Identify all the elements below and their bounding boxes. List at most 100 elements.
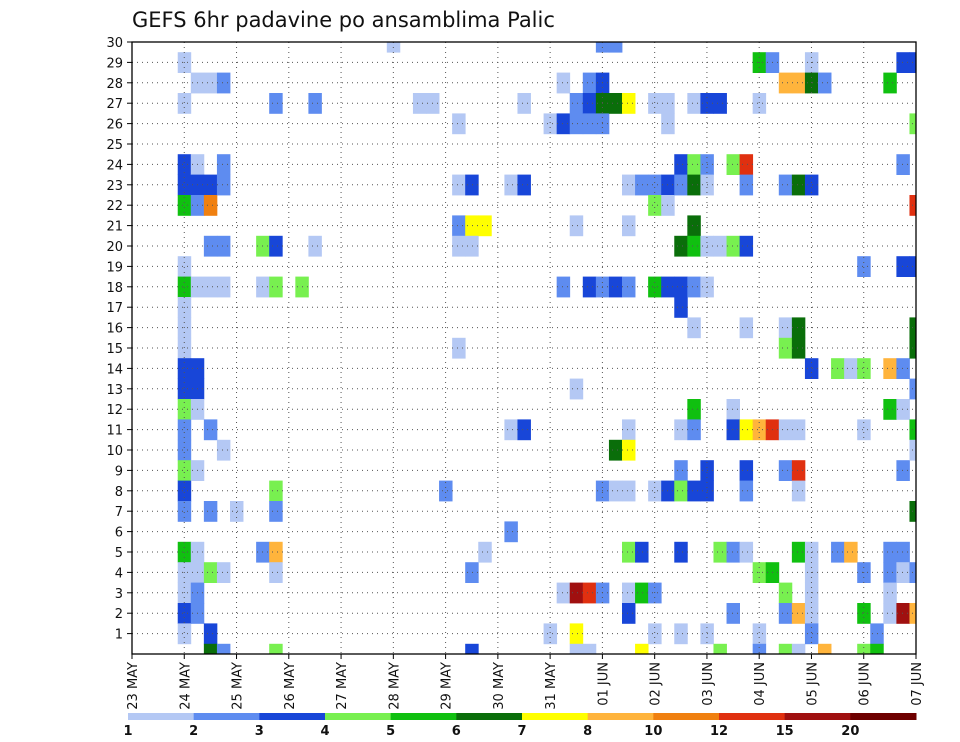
heatmap-cell [896,562,910,583]
heatmap-cell [778,419,793,441]
heatmap-cell [582,276,597,298]
y-tick-label: 23 [106,179,123,194]
heatmap-cell [778,174,793,196]
x-tick-label: 27 MAY [335,662,350,710]
heatmap-cell [622,215,636,237]
heatmap-cell [674,623,688,645]
y-tick-label: 18 [106,281,123,296]
heatmap-cell [687,480,701,502]
y-tick-label: 6 [115,526,123,541]
y-tick-label: 30 [106,36,123,51]
heatmap-cell [687,235,701,257]
y-tick-label: 16 [106,322,123,337]
colorbar-swatch [259,713,326,720]
colorbar-swatch [456,713,523,720]
heatmap-cell [308,235,322,257]
heatmap-cell [635,541,649,563]
chart-title: GEFS 6hr padavine po ansamblima Palic [132,8,555,32]
heatmap-cell [791,174,806,196]
heatmap-cell [726,603,740,624]
colorbar-level-label: 20 [841,724,859,739]
heatmap-cell [177,195,192,216]
heatmap-cell [791,480,806,502]
heatmap-cell [687,154,701,175]
heatmap-cell [674,174,688,196]
heatmap-cell [622,439,636,461]
heatmap-cell [517,93,531,114]
heatmap-cell [713,235,727,257]
heatmap-cell [582,72,597,94]
heatmap-cell [517,174,531,196]
heatmap-cell [739,541,754,563]
heatmap-cell [582,582,597,604]
heatmap-cell [778,603,793,624]
heatmap-cell [648,93,662,114]
heatmap-cell [203,235,218,257]
heatmap-cell [504,419,518,441]
heatmap-cell [883,603,897,624]
heatmap-cell [556,582,571,604]
heatmap-cell [883,582,897,604]
y-tick-label: 9 [115,464,123,479]
heatmap-cell [452,113,466,135]
heatmap-cell [216,154,231,175]
heatmap-cell [177,256,192,277]
heatmap-cell [465,174,479,196]
heatmap-cell [216,643,231,655]
x-tick-label: 07 JUN [910,662,925,706]
heatmap-cell [648,174,662,196]
heatmap-cell [608,93,623,114]
grid-lines [132,42,916,654]
heatmap-cell [582,93,597,114]
heatmap-cell [778,582,793,604]
heatmap-cell [635,582,649,604]
heatmap-cell [504,521,518,543]
heatmap-cell [177,460,192,481]
colorbar-swatch [784,713,851,720]
heatmap-cell [556,276,571,298]
heatmap-cell [674,276,688,298]
heatmap-cell [857,603,871,624]
x-tick-label: 04 JUN [753,662,768,706]
heatmap-cell [804,623,819,645]
x-tick-label: 25 MAY [231,662,246,710]
heatmap-cell [465,643,479,655]
heatmap-cell [752,623,767,645]
heatmap-cell [608,480,623,502]
heatmap-cell [674,154,688,175]
y-tick-label: 21 [106,220,123,235]
heatmap-cell [674,460,688,481]
colorbar-swatch [193,713,260,720]
heatmap-cell [739,174,754,196]
x-tick-label: 01 JUN [596,662,611,706]
heatmap-cell [883,541,897,563]
heatmap-cell [556,72,571,94]
y-tick-label: 4 [115,566,123,581]
colorbar-level-label: 12 [710,724,728,739]
heatmap-cell [778,460,793,481]
heatmap-cell [844,541,858,563]
colorbar-swatch [850,713,917,720]
colorbar-swatch [128,713,195,720]
y-tick-label: 27 [106,97,123,112]
colorbar-level-label: 3 [255,724,264,739]
heatmap-cell [622,603,636,624]
heatmap-cell [269,562,283,583]
heatmap-cell [216,439,231,461]
heatmap-cell [804,358,819,379]
heatmap-cell [269,541,283,563]
heatmap-cell [203,643,218,655]
heatmap-cell [412,93,427,114]
heatmap-cell [791,460,806,481]
heatmap-cell [569,93,584,114]
y-tick-label: 1 [115,628,123,643]
y-tick-label: 20 [106,240,123,255]
heatmap-cell [896,399,910,420]
colorbar-swatch [653,713,720,720]
colorbar-level-label: 15 [776,724,794,739]
x-tick-label: 23 MAY [126,662,141,710]
x-tick-label: 06 JUN [858,662,873,706]
heatmap-cell [896,460,910,481]
heatmap-cell [452,337,466,359]
heatmap-cell [269,480,283,502]
